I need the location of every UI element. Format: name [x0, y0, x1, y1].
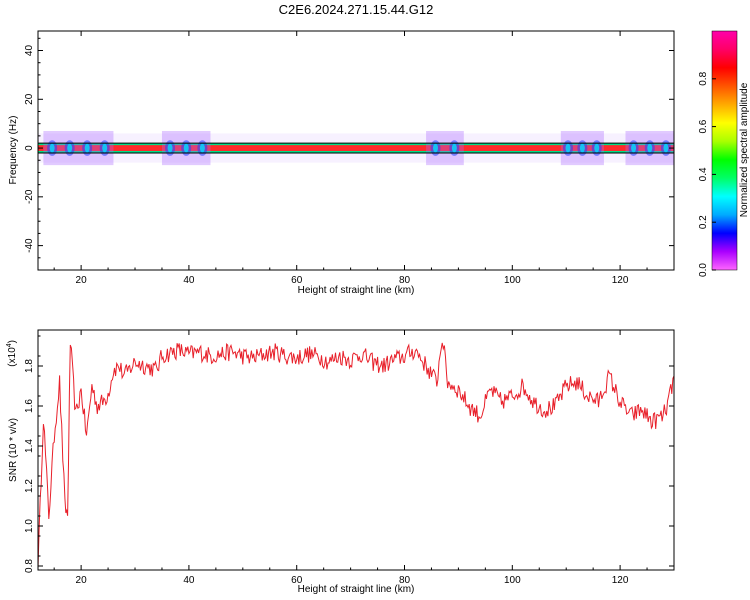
colorbar-tick-label: 0.4 — [698, 167, 709, 181]
snr-y-tick-label: 1.2 — [24, 479, 35, 493]
snr-x-tick-label: 80 — [399, 575, 411, 586]
spectrogram-hotspot-core — [579, 143, 585, 153]
spectrogram-panel: 20 40 60 80 100 120 40 20 0 -20 -40 Height of str… — [8, 30, 675, 296]
snr-y-tick-label: 0.8 — [24, 559, 35, 573]
spectrogram-y-tick-label: -40 — [24, 238, 35, 253]
spectrogram-x-tick-label: 100 — [504, 275, 521, 286]
snr-panel: 20 40 60 80 100 120 0.8 1.0 1.2 1.4 1.6 1.8 Height… — [6, 329, 675, 595]
snr-series-line — [37, 342, 675, 570]
spectrogram-y-tick-label: 40 — [24, 45, 35, 57]
colorbar-frame — [711, 30, 738, 271]
spectrogram-band — [38, 130, 674, 166]
snr-plot-area — [38, 330, 674, 570]
snr-y-tick-label: 1.4 — [24, 439, 35, 453]
spectrogram-y-ticks: 40 20 0 -20 -40 — [24, 37, 674, 259]
spectrogram-hotspot-core — [167, 143, 173, 153]
spectrogram-hotspot-core — [663, 143, 669, 153]
snr-frame — [37, 329, 675, 571]
colorbar: 0.0 0.2 0.4 0.6 0.8 Normalized spectral ampl… — [698, 30, 750, 277]
snr-y-tick-label: 1.0 — [24, 519, 35, 533]
colorbar-label: Normalized spectral amplitude — [739, 82, 750, 217]
spectrogram-x-tick-label: 60 — [291, 275, 303, 286]
snr-x-tick-label: 60 — [291, 575, 303, 586]
snr-x-tick-label: 20 — [76, 575, 88, 586]
colorbar-tick-label: 0.0 — [698, 263, 709, 277]
spectrogram-y-tick-label: 20 — [24, 93, 35, 105]
snr-x-tick-label: 100 — [504, 575, 521, 586]
spectrogram-y-tick-label: 0 — [24, 145, 35, 151]
colorbar-tick-label: 0.6 — [698, 119, 709, 133]
spectrogram-x-axis-title: Height of straight line (km) — [298, 285, 415, 296]
spectrogram-x-tick-label: 20 — [76, 275, 88, 286]
snr-x-tick-label: 40 — [183, 575, 195, 586]
spectrogram-x-ticks: 20 40 60 80 100 120 — [53, 31, 648, 286]
snr-multiplier: (x104) — [6, 340, 18, 367]
snr-y-ticks: 0.8 1.0 1.2 1.4 1.6 1.8 — [24, 335, 674, 573]
spectrogram-hotspot-core — [565, 143, 571, 153]
spectrogram-hotspot-core — [67, 143, 73, 153]
spectrogram-y-axis-title: Frequency (Hz) — [8, 116, 19, 185]
snr-multiplier-label: (x104) — [6, 340, 18, 367]
colorbar-tick-label: 0.8 — [698, 71, 709, 85]
snr-y-tick-label: 1.6 — [24, 399, 35, 413]
colorbar-gradient-bar — [712, 31, 737, 270]
spectrogram-y-tick-label: -20 — [24, 189, 35, 204]
snr-x-ticks: 20 40 60 80 100 120 — [53, 330, 648, 586]
spectrogram-band-core — [38, 145, 674, 151]
spectrogram-frame — [37, 30, 675, 271]
spectrogram-x-tick-label: 120 — [612, 275, 629, 286]
spectrogram-hotspot-core — [49, 143, 55, 153]
spectrogram-hotspot-core — [631, 143, 637, 153]
spectrogram-hotspot-core — [183, 143, 189, 153]
spectrogram-x-tick-label: 80 — [399, 275, 411, 286]
colorbar-ticks: 0.0 0.2 0.4 0.6 0.8 — [698, 71, 716, 277]
spectrogram-x-tick-label: 40 — [183, 275, 195, 286]
colorbar-tick-label: 0.2 — [698, 215, 709, 229]
page-title: C2E6.2024.271.15.44.G12 — [278, 2, 434, 17]
snr-y-axis-title: SNR (10 * v/v) — [8, 418, 19, 482]
spectrogram-hotspot-core — [84, 143, 90, 153]
snr-x-tick-label: 120 — [612, 575, 629, 586]
spectrogram-hotspot-core — [451, 143, 457, 153]
spectrogram-hotspot-core — [647, 143, 653, 153]
spectrogram-hotspot-core — [102, 143, 108, 153]
spectrogram-hotspot-core — [199, 143, 205, 153]
snr-x-axis-title: Height of straight line (km) — [298, 584, 415, 595]
spectrogram-hotspot-core — [433, 143, 438, 153]
snr-y-tick-label: 1.8 — [24, 359, 35, 373]
spectrogram-hotspot-core — [594, 143, 600, 153]
